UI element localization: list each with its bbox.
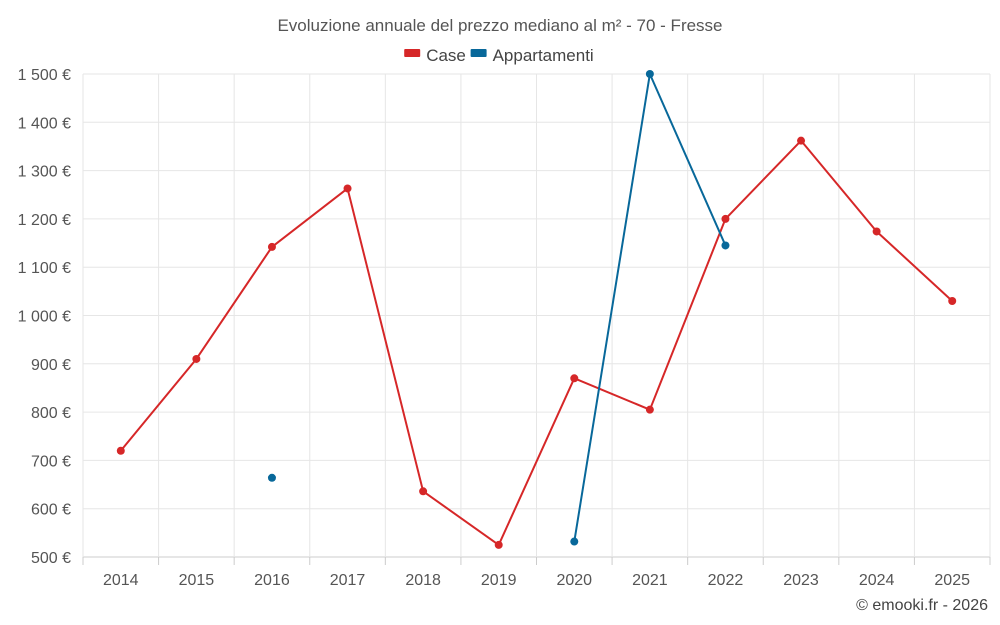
series-layer [116,70,957,549]
data-point[interactable] [645,405,654,414]
y-tick-label: 1 500 € [18,67,71,84]
legend-swatch [404,49,421,57]
y-tick-label: 600 € [31,502,71,519]
data-point[interactable] [267,473,276,482]
data-point[interactable] [645,70,654,78]
x-tick-label: 2025 [934,572,970,589]
x-tick-label: 2016 [254,572,290,589]
x-tick-label: 2023 [783,572,819,589]
data-point[interactable] [267,242,276,251]
x-tick-label: 2017 [330,572,366,589]
y-tick-label: 800 € [31,405,71,422]
data-point[interactable] [116,446,125,455]
data-point[interactable] [343,184,352,193]
x-tick-label: 2022 [708,572,744,589]
x-axis-ticks: 2014 2015 2016 2017 2018 2019 2020 2021 2022 2023… [82,557,991,589]
x-tick-label: 2020 [556,572,592,589]
x-tick-label: 2015 [179,572,215,589]
x-tick-label: 2021 [632,572,668,589]
x-tick-label: 2024 [859,572,895,589]
y-tick-label: 1 300 € [18,164,71,181]
y-axis-ticks: 500 € 600 € 700 € 800 € 900 € 1 000 € 1 100 € 1… [18,67,71,567]
chart-title: Evoluzione annuale del prezzo mediano al… [277,16,722,35]
data-point[interactable] [570,537,579,546]
x-tick-label: 2018 [405,572,441,589]
y-tick-label: 1 100 € [18,260,71,277]
data-point[interactable] [419,487,428,496]
data-point[interactable] [872,227,881,236]
y-tick-label: 900 € [31,357,71,374]
x-tick-label: 2014 [103,572,139,589]
y-tick-label: 500 € [31,550,71,567]
legend: Case Appartamenti [404,46,594,65]
data-point[interactable] [948,297,957,306]
data-point[interactable] [192,354,201,363]
y-tick-label: 1 400 € [18,115,71,132]
credit-text: © emooki.fr - 2026 [856,597,988,614]
grid [82,73,991,558]
data-point[interactable] [721,214,730,223]
legend-label[interactable]: Appartamenti [493,46,594,65]
legend-swatch [470,49,487,57]
y-tick-label: 1 200 € [18,212,71,229]
legend-label[interactable]: Case [426,46,466,65]
x-tick-label: 2019 [481,572,517,589]
y-tick-label: 1 000 € [18,309,71,326]
data-point[interactable] [570,374,579,383]
data-point[interactable] [721,241,730,250]
series-line-1 [573,73,727,542]
data-point[interactable] [797,136,806,145]
series-line-0 [120,139,953,546]
data-point[interactable] [494,540,503,549]
y-tick-label: 700 € [31,453,71,470]
